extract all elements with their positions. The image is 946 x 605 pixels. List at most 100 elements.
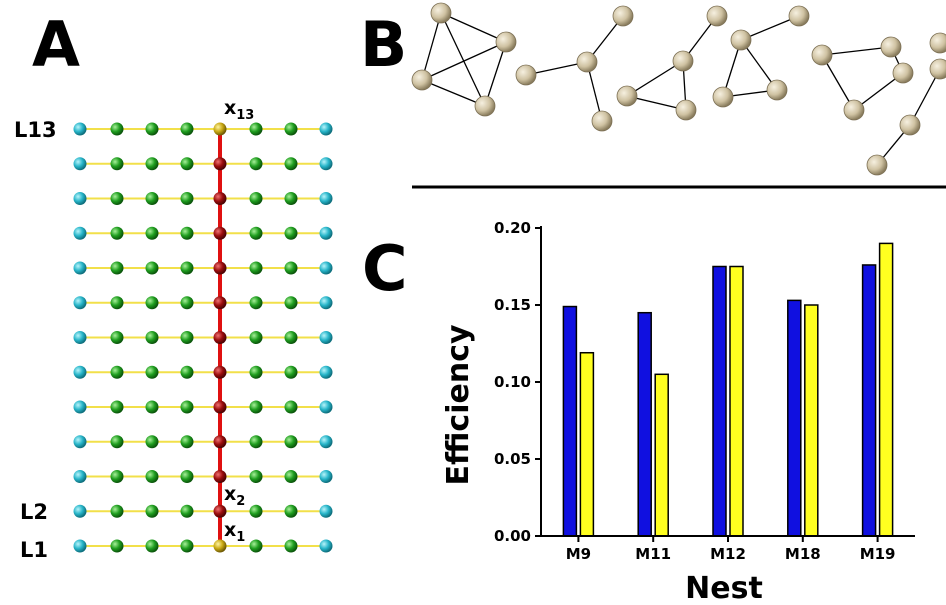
lattice-node — [180, 400, 194, 414]
x-tick-label: M12 — [710, 545, 746, 563]
lattice-chain-node — [213, 261, 227, 275]
lattice-node — [284, 504, 298, 518]
lattice-edge-node — [319, 331, 333, 344]
lattice-edge-node — [73, 539, 87, 553]
x-tick-label: M18 — [785, 545, 821, 563]
lattice-node — [180, 122, 194, 136]
lattice-node — [110, 365, 124, 379]
lattice-node — [249, 226, 263, 240]
motif-edge — [440, 12, 507, 43]
lattice-node — [284, 122, 298, 136]
lattice-node — [284, 435, 298, 449]
lattice-node — [145, 539, 159, 553]
lattice-chain-node — [213, 504, 227, 518]
row-label-l2: L2 — [20, 500, 48, 524]
node-label-x13: x13 — [224, 97, 254, 123]
lattice-edge-node — [319, 470, 333, 483]
lattice-node — [145, 504, 159, 518]
motif-node — [811, 44, 833, 66]
lattice-chain-node — [213, 192, 227, 205]
lattice-node — [284, 192, 298, 205]
motif-edge — [440, 12, 486, 107]
motif-node — [706, 5, 728, 27]
lattice-node — [110, 400, 124, 414]
bars-group — [562, 242, 894, 537]
node-label-x1: x1 — [224, 519, 245, 545]
lattice-node — [110, 435, 124, 449]
lattice-edge-node — [319, 504, 333, 518]
lattice-edge-node — [73, 400, 87, 414]
motif — [811, 36, 914, 121]
lattice-edge-node — [319, 400, 333, 414]
motif-node — [788, 5, 810, 27]
lattice-node — [110, 539, 124, 553]
motif-edge — [821, 54, 855, 111]
lattice-node — [110, 504, 124, 518]
motif-node — [515, 64, 537, 86]
lattice-node — [249, 331, 263, 344]
motif-node — [612, 5, 634, 27]
lattice-node — [284, 157, 298, 171]
lattice-edge-node — [319, 122, 333, 136]
lattice-node — [180, 192, 194, 205]
lattice-edge-node — [73, 365, 87, 379]
lattice-node — [145, 192, 159, 205]
motif-node — [929, 58, 946, 80]
motif-edge — [484, 41, 507, 107]
lattice-chain-node — [213, 400, 227, 414]
lattice-node — [145, 400, 159, 414]
lattice-node — [145, 365, 159, 379]
lattice-node — [110, 261, 124, 275]
lattice-node — [284, 226, 298, 240]
motif-node — [899, 114, 921, 136]
lattice-edge-node — [319, 539, 333, 553]
panel-letter-a: A — [32, 8, 80, 81]
lattice-node — [145, 157, 159, 171]
lattice-edge-node — [319, 296, 333, 310]
lattice-node — [284, 331, 298, 344]
motif-edge — [909, 68, 941, 126]
lattice-node — [110, 157, 124, 171]
lattice-edge-node — [73, 470, 87, 483]
lattice-edge-node — [319, 192, 333, 205]
lattice-node — [180, 331, 194, 344]
lattice-node — [249, 122, 263, 136]
motif — [866, 32, 946, 176]
lattice-node — [180, 226, 194, 240]
lattice-node — [145, 226, 159, 240]
x-tick-label: M19 — [860, 545, 896, 563]
bar — [579, 351, 595, 537]
lattice-node — [110, 470, 124, 483]
lattice-edge-node — [73, 192, 87, 205]
bar — [729, 265, 744, 537]
lattice-node — [180, 504, 194, 518]
lattice-edge-node — [73, 122, 87, 136]
motif-node — [430, 2, 452, 24]
lattice-node — [249, 539, 263, 553]
lattice-edge-node — [73, 504, 87, 518]
lattice-node — [249, 470, 263, 483]
y-tick-label: 0.20 — [494, 219, 531, 237]
lattice-edge-node — [73, 331, 87, 344]
lattice-node — [249, 296, 263, 310]
lattice-edge-node — [319, 261, 333, 275]
lattice-node — [145, 470, 159, 483]
lattice-node — [249, 400, 263, 414]
lattice-node — [110, 296, 124, 310]
lattice-node — [180, 539, 194, 553]
lattice-node — [110, 331, 124, 344]
motif-edge — [421, 12, 442, 81]
lattice-node — [249, 157, 263, 171]
lattice-node — [249, 365, 263, 379]
lattice-node — [145, 296, 159, 310]
lattice-node — [284, 296, 298, 310]
lattice-edge-node — [73, 261, 87, 275]
lattice-edge-node — [319, 435, 333, 449]
lattice-chain-node — [213, 470, 227, 483]
lattice-end-node — [213, 539, 227, 553]
motif-edge — [421, 41, 507, 81]
lattice-diagram — [73, 122, 333, 553]
lattice-node — [145, 435, 159, 449]
lattice-node — [180, 470, 194, 483]
lattice-chain-node — [213, 365, 227, 379]
